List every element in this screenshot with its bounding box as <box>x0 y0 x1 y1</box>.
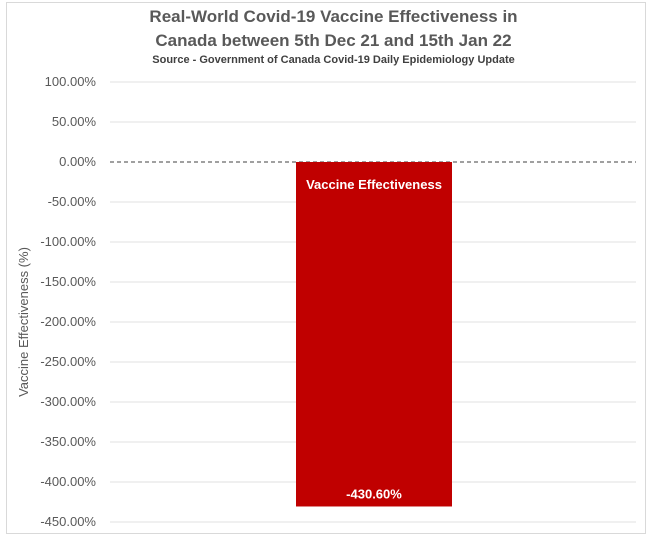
y-axis-label: Vaccine Effectiveness (%) <box>16 247 31 397</box>
chart-subtitle: Source - Government of Canada Covid-19 D… <box>152 54 515 66</box>
y-tick-label: -200.00% <box>40 314 96 329</box>
y-tick-labels: 100.00% 50.00% 0.00% -50.00% -100.00% -150.00… <box>40 74 96 529</box>
y-tick-label: -450.00% <box>40 514 96 529</box>
y-tick-label: 100.00% <box>45 74 97 89</box>
bar-category-label: Vaccine Effectiveness <box>306 177 442 192</box>
y-tick-label: -300.00% <box>40 394 96 409</box>
y-tick-label: -150.00% <box>40 274 96 289</box>
y-tick-label: 0.00% <box>59 154 96 169</box>
bar-value-label: -430.60% <box>346 486 402 501</box>
bars: Vaccine Effectiveness -430.60% <box>296 162 452 507</box>
y-tick-label: 50.00% <box>52 114 97 129</box>
y-tick-label: -400.00% <box>40 474 96 489</box>
y-tick-label: -50.00% <box>48 194 97 209</box>
y-tick-label: -250.00% <box>40 354 96 369</box>
chart-title-line-2: Canada between 5th Dec 21 and 15th Jan 2… <box>155 31 512 50</box>
y-tick-label: -100.00% <box>40 234 96 249</box>
bar <box>296 162 452 507</box>
y-tick-label: -350.00% <box>40 434 96 449</box>
chart-title-line-1: Real-World Covid-19 Vaccine Effectivenes… <box>149 7 518 26</box>
